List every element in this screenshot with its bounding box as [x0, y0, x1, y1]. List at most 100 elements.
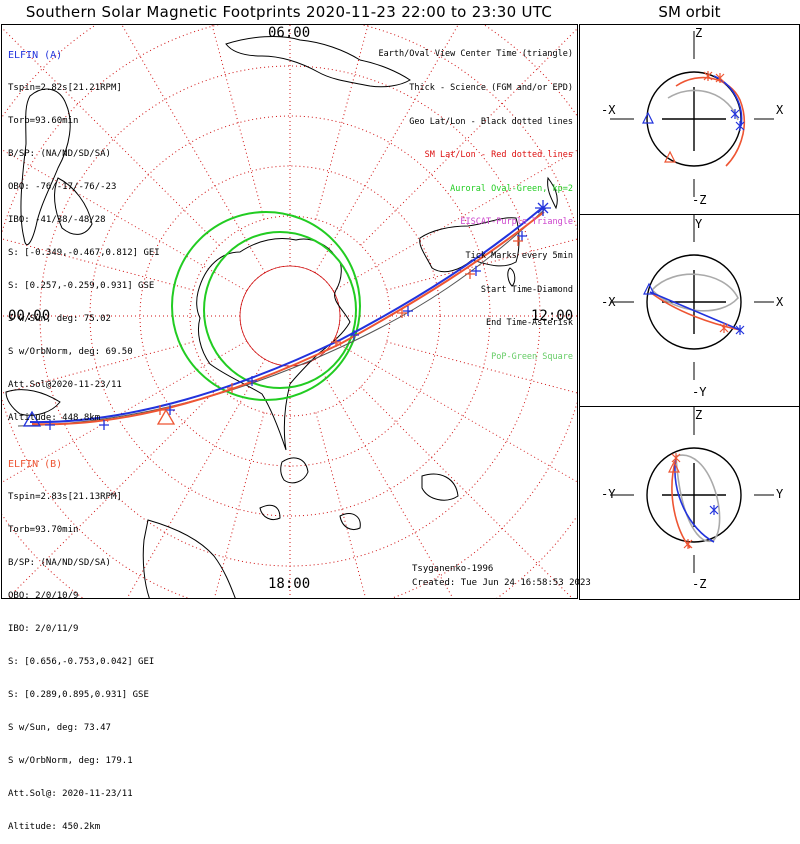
sm-longitude-line [360, 386, 573, 598]
axis-label: Z [695, 408, 703, 422]
sm-longitude-line [2, 27, 220, 246]
coastline [259, 504, 281, 521]
earth-circle [646, 447, 742, 543]
elfin-b-tick-mark [513, 236, 523, 246]
coastline [419, 217, 520, 273]
orbit-reference-path [675, 454, 721, 543]
coastline [280, 457, 309, 484]
elfin-b-tick-mark [331, 337, 341, 347]
mlt-label-right: 12:00 [531, 308, 574, 324]
elfin-a-orbit [649, 291, 741, 331]
orbit-reference-path [667, 89, 739, 121]
axis-label: -X [601, 295, 616, 309]
axis-label: -X [601, 103, 616, 117]
sm-orbit-plots [610, 31, 774, 573]
sm-longitude-line [121, 25, 266, 273]
elfin-a-tick-mark [471, 266, 481, 276]
axis-label: -Y [692, 385, 707, 399]
sm-longitude-line [315, 25, 369, 220]
axis-label: X [776, 103, 784, 117]
elfin-a-line: S w/Sun, deg: 75.02 [8, 314, 111, 324]
elfin-a-line: Tspin=2.82s[21.21RPM] [8, 83, 122, 93]
axis-label: -Y [601, 487, 616, 501]
elfin-b-tick-mark [227, 383, 237, 393]
elfin-a-line: IBO: -41/38/-48/28 [8, 215, 106, 225]
legend-item: Start Time-Diamond [480, 284, 573, 295]
coastline [507, 267, 516, 287]
elfin-b-line: Tspin=2.83s[21.13RPM] [8, 492, 122, 502]
elfin-b-info: ELFIN (B) Tspin=2.83s[21.13RPM] Torb=93.… [8, 437, 154, 844]
elfin-a-tick-mark [45, 420, 55, 430]
elfin-b-orbit-triangle [668, 460, 680, 473]
coastline [339, 513, 361, 530]
plot-title: Southern Solar Magnetic Footprints 2020-… [25, 3, 553, 21]
elfin-a-tick-mark [517, 231, 527, 241]
coastline [547, 176, 558, 210]
geo-reference-track [17, 207, 547, 427]
elfin-a-tick-mark [99, 420, 109, 430]
axis-label: -Z [692, 577, 707, 591]
elfin-b-line: S w/OrbNorm, deg: 179.1 [8, 756, 133, 766]
legend-item: Auroral Oval-Green, kp=2 [450, 183, 573, 194]
elfin-b-line: S: [0.289,0.895,0.931] GSE [8, 690, 149, 700]
sm-longitude-line [213, 412, 265, 598]
elfin-a-line: Att.Sol@2020-11-23/11 [8, 380, 122, 390]
elfin-b-line: Att.Sol@: 2020-11-23/11 [8, 789, 133, 799]
elfin-a-orbit-triangle [643, 282, 655, 295]
elfin-a-tick-mark [403, 306, 413, 316]
sm-longitude-line [315, 412, 367, 598]
elfin-b-orbit [675, 76, 746, 167]
legend: Earth/Oval View Center Time (triangle) T… [379, 27, 573, 374]
legend-item: Earth/Oval View Center Time (triangle) [378, 49, 573, 60]
legend-item: End Time-Asterisk [486, 318, 573, 329]
elfin-a-orbit-triangle [642, 111, 654, 124]
elfin-b-tick-mark [155, 405, 165, 415]
coastline [142, 519, 236, 598]
elfin-a-view-center-triangle [22, 410, 42, 427]
elfin-a-info: ELFIN (A) Tspin=2.82s[21.21RPM] Torb=93.… [8, 28, 160, 435]
elfin-b-orbit [649, 291, 741, 331]
sm-longitude-line [7, 386, 220, 598]
plots-canvas [2, 25, 774, 598]
elfin-a-name: ELFIN (A) [8, 50, 63, 61]
elfin-a-orbit [674, 457, 715, 543]
elfin-b-orbit-triangle [664, 150, 676, 163]
polar-map [2, 25, 577, 598]
elfin-b-line: B/SP: (NA/ND/SD/SA) [8, 558, 111, 568]
axis-label: Y [695, 217, 703, 231]
elfin-a-line: OBO: -76/-17/-76/-23 [8, 182, 117, 192]
orbit-asterisk-marker [730, 109, 740, 119]
sm-latitude-circle [89, 115, 491, 517]
coastline [225, 36, 411, 88]
auroral-oval-outer [171, 211, 361, 401]
elfin-b-line: Altitude: 450.2km [8, 822, 101, 832]
earth-circle [646, 254, 742, 350]
mlt-label-left: 00:00 [8, 308, 51, 324]
elfin-a-line: S: [0.257,-0.259,0.931] GSE [8, 281, 155, 291]
sm-longitude-line [2, 238, 194, 291]
axis-label: X [776, 295, 784, 309]
legend-item: Tick Marks every 5min [465, 250, 573, 261]
map-frame [1, 24, 578, 599]
created-timestamp: Created: Tue Jun 24 16:58:53 2023 [412, 578, 591, 588]
sm-longitude-line [360, 28, 577, 246]
coastline [196, 238, 351, 451]
orbit-reference-path [651, 273, 739, 312]
elfin-b-line: OBO: 2/0/10/9 [8, 591, 79, 601]
elfin-b-tick-mark [465, 269, 475, 279]
elfin-a-line: Altitude: 448.8km [8, 413, 101, 423]
coastline [5, 389, 61, 416]
orbit-asterisk-marker [671, 453, 681, 463]
elfin-a-line: S: [-0.349,-0.467,0.812] GEI [8, 248, 160, 258]
elfin-b-line: S: [0.656,-0.753,0.042] GEI [8, 657, 155, 667]
elfin-b-name: ELFIN (B) [8, 459, 63, 470]
end-time-asterisk [535, 200, 551, 216]
elfin-a-footprint-track [29, 207, 543, 424]
sm-longitude-line [314, 25, 459, 273]
legend-item: PoP-Green Square [491, 351, 573, 362]
auroral-oval-inner [203, 231, 357, 389]
legend-item: Geo Lat/Lon - Black dotted lines [409, 116, 573, 127]
sm-longitude-line [386, 341, 577, 394]
elfin-b-view-center-triangle [156, 408, 176, 425]
mlt-label-top: 06:00 [268, 25, 311, 41]
